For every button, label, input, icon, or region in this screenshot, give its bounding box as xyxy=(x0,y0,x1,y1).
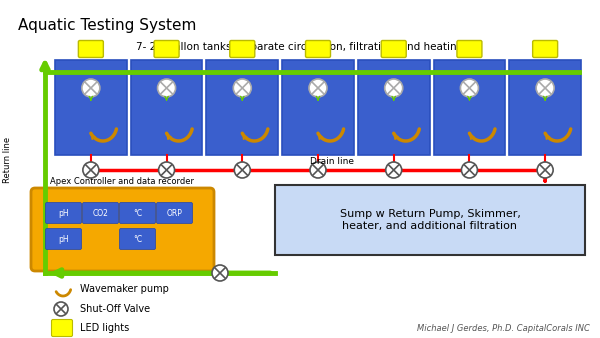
FancyBboxPatch shape xyxy=(52,319,73,337)
FancyBboxPatch shape xyxy=(533,41,557,57)
Circle shape xyxy=(82,79,100,97)
Circle shape xyxy=(536,79,554,97)
Text: Shut-Off Valve: Shut-Off Valve xyxy=(80,304,150,314)
Bar xyxy=(55,60,127,155)
Text: ORP: ORP xyxy=(167,209,182,217)
Circle shape xyxy=(158,79,176,97)
Circle shape xyxy=(234,162,250,178)
FancyBboxPatch shape xyxy=(305,41,331,57)
FancyBboxPatch shape xyxy=(46,228,82,249)
Text: LED lights: LED lights xyxy=(80,323,129,333)
FancyBboxPatch shape xyxy=(230,41,255,57)
Bar xyxy=(206,60,278,155)
FancyBboxPatch shape xyxy=(275,185,585,255)
FancyBboxPatch shape xyxy=(31,188,214,271)
Text: 7- 20 Gallon tanks- separate circulation, filtration, and heating: 7- 20 Gallon tanks- separate circulation… xyxy=(136,42,464,52)
Circle shape xyxy=(460,79,478,97)
FancyBboxPatch shape xyxy=(157,202,193,223)
FancyBboxPatch shape xyxy=(79,41,103,57)
Circle shape xyxy=(385,79,403,97)
FancyBboxPatch shape xyxy=(119,202,155,223)
Circle shape xyxy=(158,162,175,178)
Circle shape xyxy=(537,162,553,178)
FancyBboxPatch shape xyxy=(83,202,119,223)
Circle shape xyxy=(233,79,251,97)
Circle shape xyxy=(54,302,68,316)
Text: Wavemaker pump: Wavemaker pump xyxy=(80,284,169,294)
Text: °C: °C xyxy=(133,209,142,217)
Text: Apex Controller and data recorder: Apex Controller and data recorder xyxy=(50,177,194,186)
Text: Sump w Return Pump, Skimmer,
heater, and additional filtration: Sump w Return Pump, Skimmer, heater, and… xyxy=(340,209,520,231)
Circle shape xyxy=(212,265,228,281)
Text: Drain line: Drain line xyxy=(310,157,354,166)
FancyBboxPatch shape xyxy=(119,228,155,249)
FancyBboxPatch shape xyxy=(154,41,179,57)
Bar xyxy=(282,60,354,155)
Text: pH: pH xyxy=(58,209,69,217)
Circle shape xyxy=(461,162,478,178)
Bar xyxy=(358,60,430,155)
Circle shape xyxy=(310,162,326,178)
Bar xyxy=(131,60,202,155)
Circle shape xyxy=(386,162,402,178)
Text: Michael J Gerdes, Ph.D. CapitalCorals INC: Michael J Gerdes, Ph.D. CapitalCorals IN… xyxy=(417,324,590,333)
Bar xyxy=(434,60,505,155)
FancyBboxPatch shape xyxy=(381,41,406,57)
Text: Aquatic Testing System: Aquatic Testing System xyxy=(18,18,196,33)
Text: CO2: CO2 xyxy=(92,209,109,217)
Text: °C: °C xyxy=(133,235,142,243)
FancyBboxPatch shape xyxy=(457,41,482,57)
Bar xyxy=(509,60,581,155)
Text: Return line: Return line xyxy=(4,137,13,183)
Circle shape xyxy=(309,79,327,97)
Circle shape xyxy=(83,162,99,178)
Text: pH: pH xyxy=(58,235,69,243)
FancyBboxPatch shape xyxy=(46,202,82,223)
